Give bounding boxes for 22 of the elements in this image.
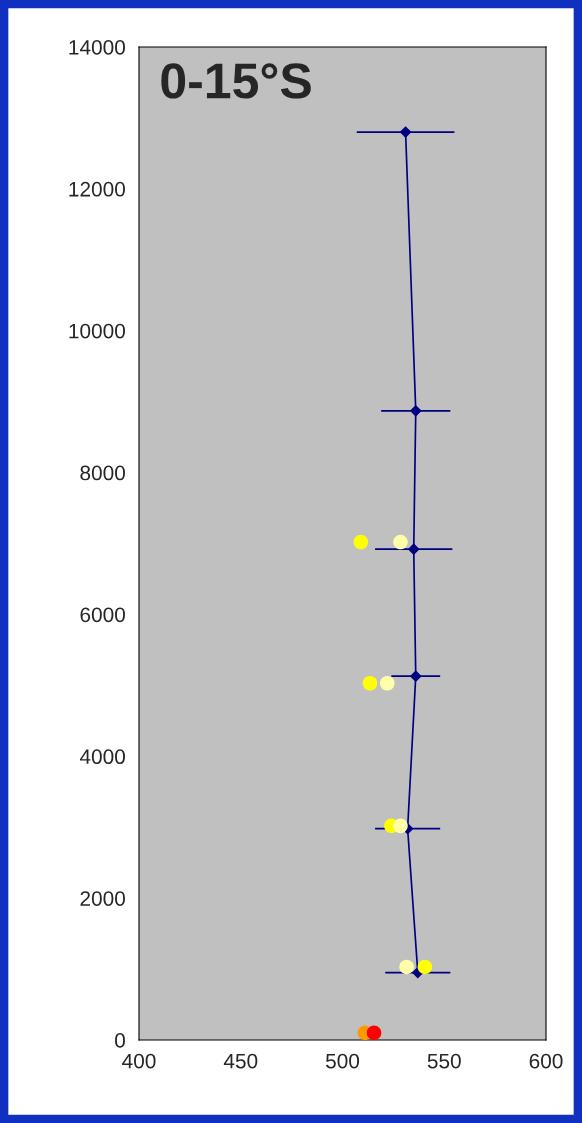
x-tick-label: 550: [427, 1053, 461, 1069]
point: [353, 534, 369, 550]
y-tick-label: 10000: [69, 323, 125, 339]
y-tick-label: 4000: [79, 749, 125, 765]
x-tick-label: 600: [529, 1053, 563, 1069]
point: [399, 959, 414, 975]
x-tick-label: 500: [325, 1053, 360, 1069]
y-tick-label: 14000: [69, 40, 125, 55]
y-tick-label: 12000: [69, 181, 125, 197]
point: [379, 675, 395, 691]
point: [393, 534, 408, 550]
y-tick-label: 8000: [80, 465, 125, 481]
y-tick-label: 2000: [80, 891, 125, 906]
y-tick-label: 0: [115, 1033, 125, 1048]
x-tick-label: 450: [223, 1053, 258, 1069]
point: [417, 959, 433, 975]
x-tick-label: 400: [122, 1053, 156, 1069]
chart-title: 0-15°S: [161, 63, 311, 99]
y-tick-label: 6000: [80, 607, 125, 623]
point: [393, 818, 408, 834]
point: [362, 675, 378, 691]
point: [366, 1025, 382, 1040]
